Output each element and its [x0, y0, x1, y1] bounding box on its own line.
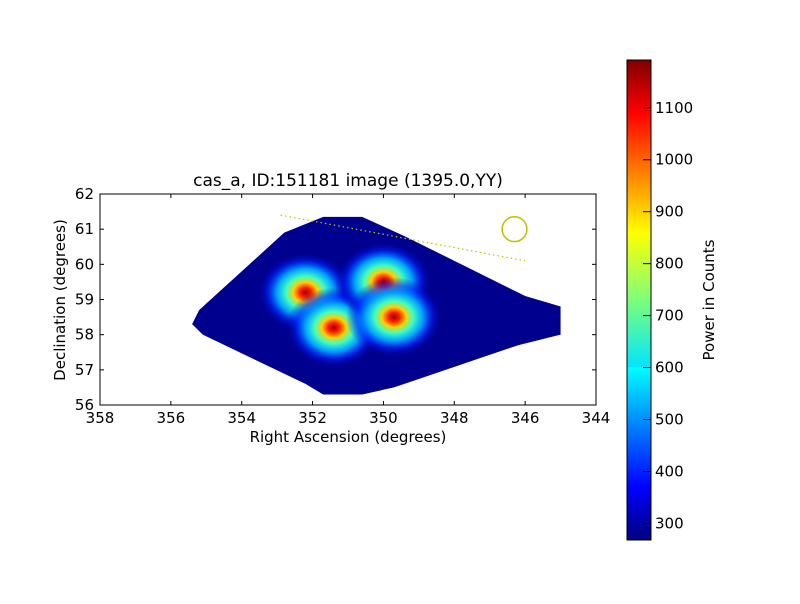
x-tick-label: 358: [86, 409, 115, 427]
y-tick-label: 58: [75, 326, 94, 344]
colorbar-tick-label: 1000: [655, 151, 693, 169]
y-tick-label: 60: [75, 255, 94, 273]
y-tick-label: 57: [75, 361, 94, 379]
circle-overlay: [501, 216, 528, 243]
colorbar-tick-label: 800: [655, 255, 684, 273]
x-tick-label: 348: [440, 409, 469, 427]
colorbar-tick-label: 900: [655, 203, 684, 221]
y-tick-label: 61: [75, 220, 94, 238]
y-tick-label: 56: [75, 396, 94, 414]
y-tick-label: 59: [75, 291, 94, 309]
chart-title: cas_a, ID:151181 image (1395.0,YY): [193, 171, 503, 191]
colorbar-tick-label: 300: [655, 514, 684, 532]
colorbar-tick-label: 1100: [655, 99, 693, 117]
colorbar: [626, 59, 652, 541]
x-axis-label: Right Ascension (degrees): [250, 428, 447, 446]
x-tick-label: 346: [511, 409, 540, 427]
y-axis-label: Declination (degrees): [51, 219, 69, 381]
x-tick-label: 352: [298, 409, 327, 427]
colorbar-label: Power in Counts: [700, 239, 718, 360]
y-tick-label: 62: [75, 185, 94, 203]
x-tick-label: 350: [369, 409, 398, 427]
colorbar-tick-label: 600: [655, 359, 684, 377]
dotted-line-overlay: [280, 214, 526, 262]
x-tick-label: 344: [582, 409, 611, 427]
colorbar-tick-label: 500: [655, 410, 684, 428]
x-tick-label: 354: [227, 409, 256, 427]
colorbar-tick-label: 400: [655, 462, 684, 480]
peak-4: [346, 277, 443, 358]
x-tick-label: 356: [157, 409, 186, 427]
colorbar-tick-label: 700: [655, 307, 684, 325]
